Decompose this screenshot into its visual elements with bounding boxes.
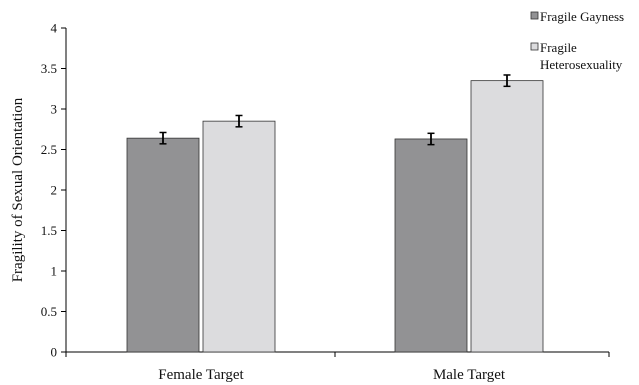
x-category-label: Male Target <box>433 367 506 383</box>
legend: Fragile Gayness Fragile Heterosexuality <box>530 9 624 72</box>
bar <box>394 138 468 353</box>
y-tick-label: 3 <box>51 102 58 117</box>
y-tick-label: 3.5 <box>41 61 57 76</box>
y-tick-label: 1 <box>51 264 58 279</box>
y-tick-label: 2.5 <box>41 142 57 157</box>
x-category-label: Female Target <box>158 367 244 383</box>
bars <box>126 80 544 353</box>
bar <box>202 120 276 353</box>
legend-swatch <box>530 42 539 51</box>
y-tick-label: 2 <box>51 183 58 198</box>
legend-label: Heterosexuality <box>540 57 623 72</box>
y-axis-title: Fragility of Sexual Orientation <box>10 97 26 282</box>
legend-label: Fragile Gayness <box>540 9 624 24</box>
y-tick-label: 4 <box>51 21 58 36</box>
legend-swatch <box>530 11 539 20</box>
y-tick-label: 0.5 <box>41 304 57 319</box>
error-bars <box>159 74 511 146</box>
bar <box>126 137 200 353</box>
y-tick-label: 0 <box>51 345 58 360</box>
y-tick-label: 1.5 <box>41 223 57 238</box>
y-axis-ticks: 0 0.5 1 1.5 2 2.5 3 3.5 4 <box>41 21 66 360</box>
bar <box>470 80 544 353</box>
x-axis-category-labels: Female Target Male Target <box>158 367 506 383</box>
legend-label: Fragile <box>540 40 577 55</box>
